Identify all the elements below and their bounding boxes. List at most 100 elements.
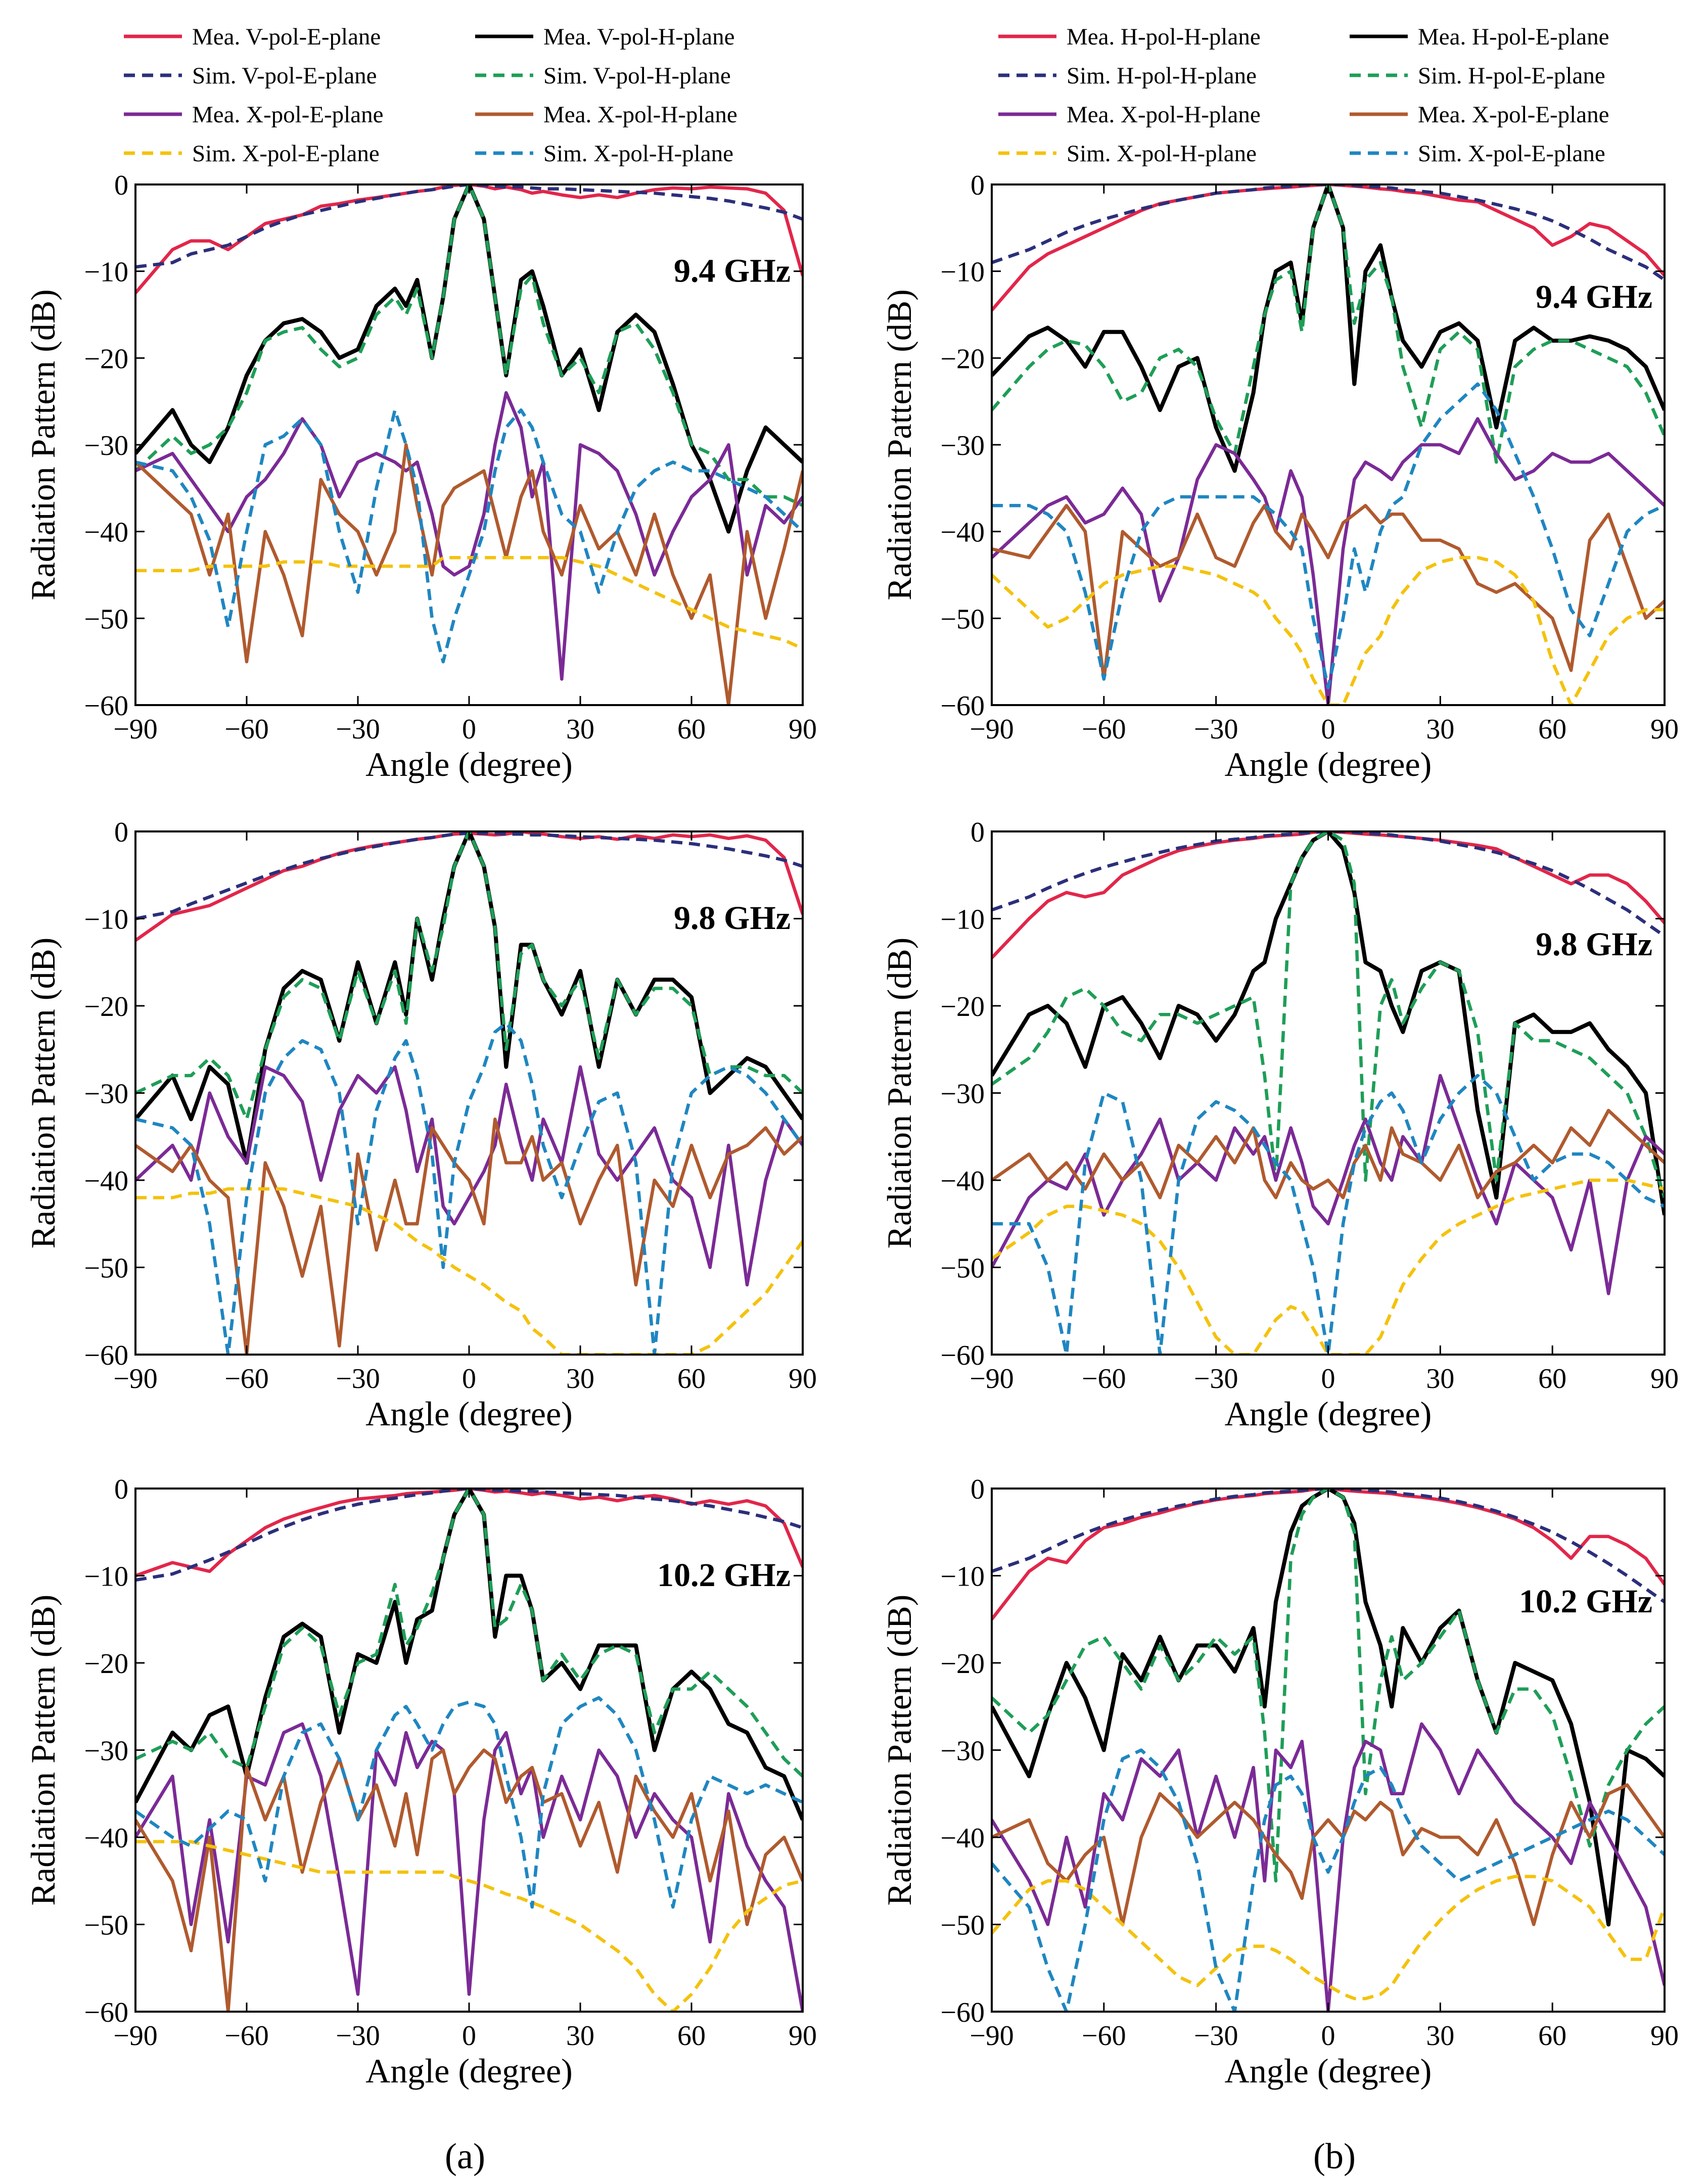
- y-tick-label: −10: [84, 1561, 128, 1593]
- y-tick-label: −20: [84, 991, 128, 1023]
- x-tick-label: −90: [113, 2020, 158, 2052]
- legend-entry-mea-h-pol-h-plane: Mea. H-pol-H-plane: [998, 24, 1261, 50]
- frequency-annotation: 9.4 GHz: [1536, 278, 1652, 315]
- x-tick-label: 60: [1538, 2020, 1566, 2052]
- series-line-sim-v-pol-h-plane: [135, 1489, 803, 1778]
- legend-entry-sim-h-pol-h-plane: Sim. H-pol-H-plane: [998, 63, 1257, 89]
- x-tick-label: 30: [1426, 1363, 1454, 1395]
- series-line-mea-x-pol-e-plane: [992, 1108, 1665, 1199]
- x-axis-label: Angle (degree): [365, 745, 573, 783]
- y-tick-label: −60: [940, 1340, 985, 1371]
- legend-label: Sim. X-pol-H-plane: [1067, 141, 1257, 167]
- legend-entry-sim-x-pol-h-plane: Sim. X-pol-H-plane: [475, 141, 733, 167]
- y-tick-label: −30: [940, 1736, 985, 1767]
- x-tick-label: −30: [336, 1363, 380, 1395]
- x-tick-label: 30: [566, 714, 594, 745]
- x-tick-label: 30: [566, 2020, 594, 2052]
- x-tick-label: −90: [113, 1363, 158, 1395]
- legend-entry-sim-v-pol-e-plane: Sim. V-pol-E-plane: [124, 63, 377, 89]
- x-axis-label: Angle (degree): [1225, 1395, 1432, 1433]
- series-line-sim-h-pol-e-plane: [992, 184, 1665, 464]
- x-tick-label: 60: [1538, 714, 1566, 745]
- legend-label: Sim. H-pol-H-plane: [1067, 63, 1257, 89]
- y-tick-label: 0: [114, 817, 128, 848]
- x-tick-label: 60: [677, 2020, 706, 2052]
- y-axis-label: Radiation Pattern (dB): [24, 1595, 62, 1906]
- series-line-sim-x-pol-e-plane: [135, 1840, 803, 2012]
- x-tick-label: 30: [1426, 714, 1454, 745]
- x-axis-label: Angle (degree): [1225, 2052, 1432, 2090]
- frequency-annotation: 9.4 GHz: [674, 252, 791, 289]
- y-tick-label: −40: [84, 1166, 128, 1197]
- x-tick-label: 90: [789, 1363, 817, 1395]
- series-line-mea-x-pol-e-plane: [992, 1783, 1665, 1926]
- series-line-sim-v-pol-h-plane: [135, 831, 803, 1121]
- y-tick-label: −20: [940, 1648, 985, 1680]
- series-line-sim-v-pol-e-plane: [135, 831, 803, 920]
- y-tick-label: −10: [940, 904, 985, 936]
- legend-label: Sim. X-pol-E-plane: [192, 141, 380, 167]
- frequency-annotation: 10.2 GHz: [1519, 1583, 1652, 1620]
- y-tick-label: −20: [940, 991, 985, 1023]
- chart-panel-a-1: −90 −60 −30 0 30 60 900−10−20−30−40−50−60Angle…: [24, 170, 817, 783]
- y-axis-label: Radiation Pattern (dB): [880, 1595, 918, 1906]
- x-tick-label: −60: [224, 714, 269, 745]
- series-line-mea-v-pol-h-plane: [135, 831, 803, 1165]
- x-tick-label: −30: [336, 2020, 380, 2052]
- y-tick-label: −20: [84, 343, 128, 375]
- chart-panel-b-1: −90 −60 −30 0 30 60 900−10−20−30−40−50−60Angle…: [880, 170, 1679, 783]
- x-tick-label: 0: [1321, 2020, 1335, 2052]
- chart-panels: −90 −60 −30 0 30 60 90 0 −10 −20 −30 −40 −50 −60 Angle…: [24, 170, 1679, 2090]
- series-line-sim-h-pol-h-plane: [992, 1489, 1665, 1603]
- chart-panel-b-2: −90 −60 −30 0 30 60 900−10−20−30−40−50−60Angle…: [880, 817, 1679, 1433]
- legend-entry-sim-x-pol-h-plane: Sim. X-pol-H-plane: [998, 141, 1257, 167]
- legend-label: Mea. H-pol-H-plane: [1067, 24, 1261, 50]
- y-tick-label: −40: [84, 1823, 128, 1854]
- series-line-mea-h-pol-e-plane: [992, 1489, 1665, 1927]
- y-tick-label: 0: [971, 817, 985, 848]
- series-line-mea-x-pol-h-plane: [135, 443, 803, 705]
- series-line-mea-x-pol-e-plane: [135, 1722, 803, 2012]
- x-tick-label: 90: [1650, 2020, 1679, 2052]
- y-tick-label: −50: [940, 1910, 985, 1941]
- series-line-mea-x-pol-h-plane: [992, 417, 1665, 705]
- chart-panel-b-3: −90 −60 −30 0 30 60 900−10−20−30−40−50−60Angle…: [880, 1474, 1679, 2090]
- x-axis-label: Angle (degree): [365, 2052, 573, 2090]
- y-tick-label: −40: [940, 1166, 985, 1197]
- y-tick-label: −10: [940, 1561, 985, 1593]
- y-tick-label: −50: [940, 603, 985, 635]
- legend-entry-sim-h-pol-e-plane: Sim. H-pol-E-plane: [1350, 63, 1605, 89]
- legend-label: Sim. V-pol-E-plane: [192, 63, 377, 89]
- legend-entry-mea-v-pol-h-plane: Mea. V-pol-H-plane: [475, 24, 735, 50]
- y-axis-label: Radiation Pattern (dB): [880, 289, 918, 600]
- y-tick-label: −40: [84, 517, 128, 548]
- y-axis-label: Radiation Pattern (dB): [24, 938, 62, 1249]
- x-tick-label: 60: [1538, 1363, 1566, 1395]
- series-group: [135, 831, 803, 1355]
- legend-entry-mea-x-pol-h-plane: Mea. X-pol-H-plane: [998, 102, 1261, 128]
- series-line-sim-x-pol-e-plane: [992, 1748, 1665, 2012]
- legend-entry-mea-v-pol-e-plane: Mea. V-pol-E-plane: [124, 24, 381, 50]
- y-tick-label: −30: [940, 1079, 985, 1110]
- x-tick-label: 0: [462, 1363, 476, 1395]
- x-axis-label: Angle (degree): [365, 1395, 573, 1433]
- series-line-sim-x-pol-h-plane: [992, 1178, 1665, 1355]
- series-group: [992, 184, 1665, 705]
- legend-label: Mea. V-pol-H-plane: [543, 24, 735, 50]
- y-axis-label: Radiation Pattern (dB): [24, 289, 62, 600]
- series-line-mea-v-pol-e-plane: [135, 831, 803, 942]
- legend-entry-mea-h-pol-e-plane: Mea. H-pol-E-plane: [1350, 24, 1609, 50]
- legend-label: Sim. H-pol-E-plane: [1418, 63, 1605, 89]
- y-tick-label: 0: [114, 170, 128, 201]
- x-tick-label: 60: [677, 714, 706, 745]
- legend-entry-sim-x-pol-e-plane: Sim. X-pol-E-plane: [124, 141, 380, 167]
- y-tick-label: −60: [84, 690, 128, 722]
- chart-panel-a-2: −90 −60 −30 0 30 60 900−10−20−30−40−50−60Angle…: [24, 817, 817, 1433]
- y-tick-label: −30: [940, 430, 985, 461]
- x-tick-label: −30: [1194, 714, 1238, 745]
- frequency-annotation: 9.8 GHz: [674, 900, 791, 937]
- x-tick-label: 90: [1650, 1363, 1679, 1395]
- frequency-annotation: 9.8 GHz: [1536, 926, 1652, 963]
- x-tick-label: 90: [789, 2020, 817, 2052]
- legend-entry-mea-x-pol-h-plane: Mea. X-pol-H-plane: [475, 102, 737, 128]
